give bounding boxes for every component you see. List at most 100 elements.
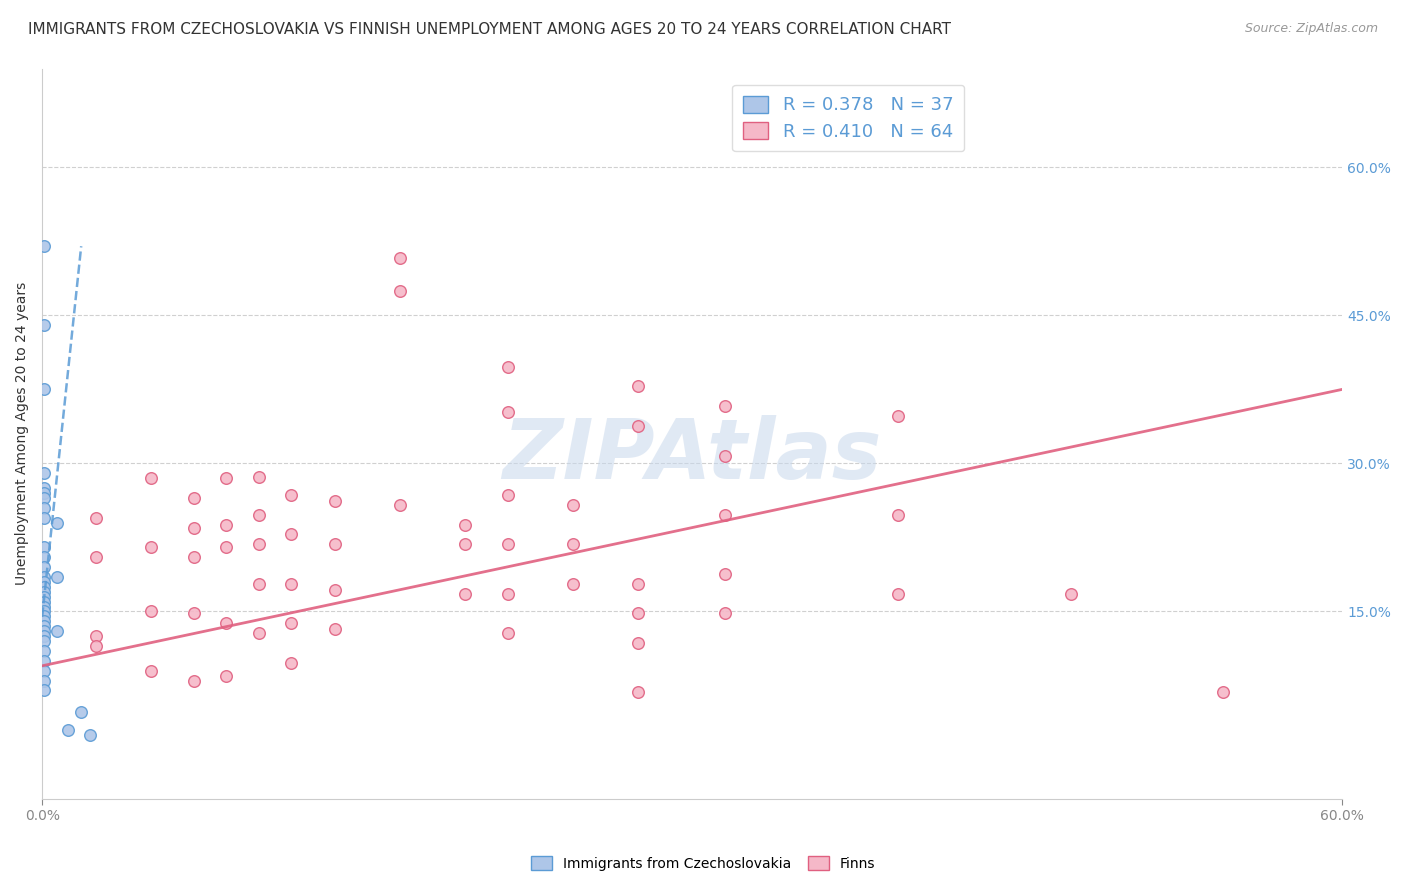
Point — [247, 577, 270, 591]
Point — [215, 471, 238, 485]
Legend: Immigrants from Czechoslovakia, Finns: Immigrants from Czechoslovakia, Finns — [526, 851, 880, 876]
Point — [713, 566, 735, 581]
Point — [34, 629, 56, 643]
Point — [247, 508, 270, 522]
Point — [79, 728, 101, 742]
Point — [34, 624, 56, 639]
Point — [280, 527, 302, 541]
Point — [627, 418, 650, 433]
Point — [34, 550, 56, 565]
Point — [247, 626, 270, 640]
Point — [496, 488, 519, 502]
Point — [496, 359, 519, 374]
Point — [454, 517, 477, 532]
Point — [34, 599, 56, 614]
Point — [496, 405, 519, 419]
Point — [139, 664, 162, 678]
Point — [34, 491, 56, 505]
Point — [247, 537, 270, 551]
Point — [215, 541, 238, 555]
Point — [34, 654, 56, 668]
Point — [34, 590, 56, 604]
Point — [931, 133, 953, 147]
Point — [34, 673, 56, 688]
Point — [183, 491, 205, 505]
Point — [247, 470, 270, 484]
Point — [34, 683, 56, 698]
Point — [139, 471, 162, 485]
Point — [280, 577, 302, 591]
Point — [713, 449, 735, 463]
Point — [496, 587, 519, 601]
Point — [34, 570, 56, 584]
Point — [34, 500, 56, 515]
Point — [183, 607, 205, 621]
Point — [34, 580, 56, 594]
Point — [34, 510, 56, 524]
Point — [562, 537, 585, 551]
Point — [34, 383, 56, 397]
Point — [34, 239, 56, 253]
Point — [713, 508, 735, 522]
Point — [627, 636, 650, 650]
Point — [323, 494, 346, 508]
Point — [34, 664, 56, 678]
Point — [34, 594, 56, 608]
Point — [46, 624, 69, 639]
Point — [713, 399, 735, 413]
Y-axis label: Unemployment Among Ages 20 to 24 years: Unemployment Among Ages 20 to 24 years — [15, 282, 30, 585]
Point — [183, 673, 205, 688]
Point — [34, 609, 56, 624]
Point — [627, 577, 650, 591]
Point — [86, 639, 108, 653]
Point — [46, 516, 69, 530]
Point — [86, 510, 108, 524]
Point — [388, 498, 411, 512]
Point — [139, 605, 162, 619]
Point — [139, 541, 162, 555]
Point — [58, 723, 80, 737]
Point — [280, 616, 302, 631]
Point — [46, 570, 69, 584]
Point — [34, 486, 56, 500]
Point — [887, 508, 910, 522]
Point — [323, 582, 346, 597]
Point — [388, 251, 411, 265]
Point — [323, 537, 346, 551]
Point — [1212, 685, 1234, 699]
Point — [34, 634, 56, 648]
Point — [887, 409, 910, 423]
Point — [627, 379, 650, 393]
Point — [323, 622, 346, 636]
Point — [34, 615, 56, 629]
Point — [454, 587, 477, 601]
Point — [86, 550, 108, 565]
Point — [454, 537, 477, 551]
Point — [215, 517, 238, 532]
Point — [627, 685, 650, 699]
Point — [183, 550, 205, 565]
Point — [34, 605, 56, 619]
Point — [34, 574, 56, 589]
Point — [34, 619, 56, 633]
Point — [496, 626, 519, 640]
Point — [34, 467, 56, 481]
Point — [86, 629, 108, 643]
Point — [280, 656, 302, 670]
Point — [34, 644, 56, 658]
Point — [34, 541, 56, 555]
Point — [280, 488, 302, 502]
Point — [496, 537, 519, 551]
Point — [34, 318, 56, 333]
Point — [215, 668, 238, 682]
Point — [562, 577, 585, 591]
Point — [713, 607, 735, 621]
Point — [562, 498, 585, 512]
Point — [34, 584, 56, 599]
Point — [887, 587, 910, 601]
Text: Source: ZipAtlas.com: Source: ZipAtlas.com — [1244, 22, 1378, 36]
Text: ZIPAtlas: ZIPAtlas — [502, 415, 882, 496]
Point — [34, 481, 56, 495]
Point — [34, 560, 56, 574]
Point — [627, 607, 650, 621]
